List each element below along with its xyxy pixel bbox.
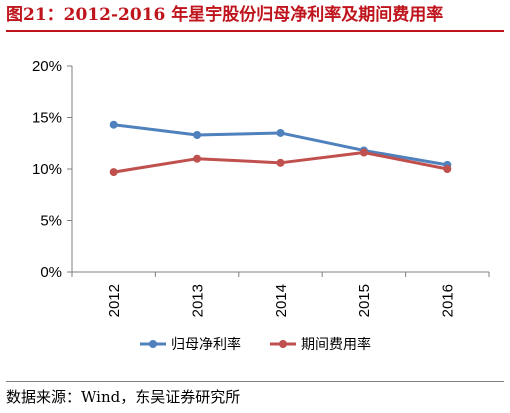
figure-title: 图21：2012-2016 年星宇股份归母净利率及期间费用率 (6, 5, 444, 25)
source-note: 数据来源：Wind，东吴证券研究所 (6, 388, 241, 406)
data-point (443, 165, 452, 173)
y-tick-label: 10% (32, 161, 62, 178)
source-rule (6, 381, 504, 382)
data-point (193, 131, 202, 140)
legend-marker-2 (279, 340, 287, 348)
data-point (276, 158, 285, 167)
x-tick-label: 2016 (440, 284, 457, 317)
x-tick-label: 2013 (189, 284, 206, 317)
data-point (359, 148, 368, 157)
x-tick-label: 2014 (273, 284, 290, 317)
data-point (193, 154, 202, 163)
x-tick-label: 2015 (356, 284, 373, 317)
data-point (276, 128, 285, 137)
y-tick-label: 15% (32, 110, 62, 127)
legend-label-2: 期间费用率 (301, 336, 371, 352)
y-tick-label: 20% (32, 58, 62, 75)
data-point (109, 168, 118, 177)
legend-label-1: 归母净利率 (171, 336, 241, 352)
title-rule (6, 30, 504, 32)
data-point (109, 120, 118, 129)
y-tick-label: 0% (40, 264, 62, 281)
y-tick-label: 5% (40, 213, 62, 230)
legend-marker-1 (149, 340, 157, 348)
x-tick-label: 2012 (106, 284, 123, 317)
